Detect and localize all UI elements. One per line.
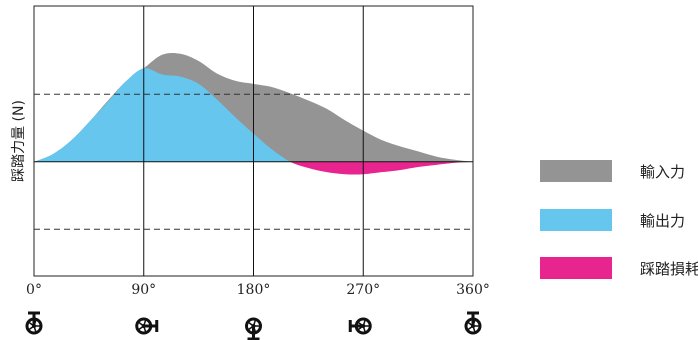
legend-item-input-force: 輸入力 [540,160,698,182]
x-tick-label: 0° [26,282,42,298]
crank-position-icon [464,311,482,335]
legend-item-output-force: 輸出力 [540,209,698,231]
legend-item-pedal-loss: 踩踏損耗 [540,257,698,279]
legend-label-output: 輸出力 [640,212,686,230]
crank-position-icon [135,317,159,335]
legend-label-loss: 踩踏損耗 [640,260,698,278]
x-tick-labels: 0° 90° 180° 270° 360° [26,282,490,298]
y-axis-label: 踩踏力量 (N) [11,100,27,182]
pedal-position-icons [25,311,482,340]
legend-swatch-loss [540,257,612,279]
legend-label-input: 輸入力 [640,163,686,181]
x-tick-label: 360° [456,282,490,298]
legend-swatch-input [540,160,612,182]
crank-position-icon [25,311,43,335]
chart-grid [34,6,473,276]
x-tick-label: 90° [131,282,156,298]
x-tick-label: 180° [237,282,271,298]
crank-position-icon [245,317,262,340]
x-tick-label: 270° [346,282,380,298]
crank-position-icon [348,317,372,335]
legend-swatch-output [540,209,612,231]
